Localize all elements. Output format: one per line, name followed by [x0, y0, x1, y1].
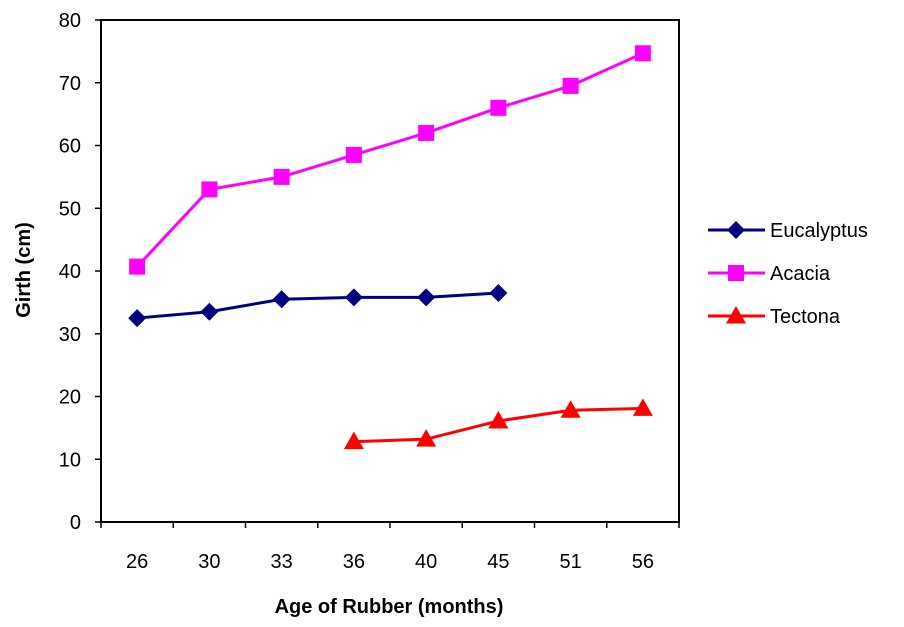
eucalyptus-point: [200, 302, 219, 321]
legend-marker: [728, 265, 744, 281]
eucalyptus-line: [136, 291, 499, 320]
eucalyptus-point: [489, 283, 508, 302]
x-tick-label: 45: [487, 551, 509, 573]
legend-marker: [727, 221, 745, 239]
y-axis-title: Girth (cm): [13, 222, 35, 318]
eucalyptus-point: [344, 288, 363, 307]
acacia-point: [345, 146, 362, 163]
y-tick-label: 40: [59, 261, 81, 283]
legend-marker: [726, 306, 746, 324]
y-tick-label: 60: [59, 136, 81, 158]
tectona-point: [632, 398, 653, 416]
plot-area: [128, 45, 653, 450]
eucalyptus-point: [272, 290, 291, 309]
plot-frame: [100, 19, 680, 523]
x-tick-label: 30: [198, 551, 220, 573]
x-axis-title: Age of Rubber (months): [275, 596, 504, 618]
eucalyptus-point: [417, 288, 436, 307]
x-tick-label: 26: [126, 551, 148, 573]
y-tick-label: 10: [59, 449, 81, 471]
tectona-point: [560, 400, 581, 418]
legend: Eucalyptus Acacia Tectona: [708, 220, 868, 328]
y-tick-label: 50: [59, 198, 81, 220]
acacia-point: [562, 77, 579, 94]
legend-label: Tectona: [770, 306, 841, 328]
x-tick-label: 51: [560, 551, 582, 573]
acacia-point: [201, 181, 218, 198]
x-tick-label: 33: [271, 551, 293, 573]
y-tick-label: 20: [59, 387, 81, 409]
acacia-point: [129, 258, 146, 275]
legend-item-acacia: Acacia: [708, 263, 831, 285]
x-tick-label: 36: [343, 551, 365, 573]
legend-item-tectona: Tectona: [708, 306, 841, 328]
tectona-point: [488, 410, 509, 429]
acacia-line: [136, 51, 644, 268]
acacia-point: [273, 168, 290, 185]
x-tick-label: 56: [632, 551, 654, 573]
legend-label: Acacia: [770, 263, 831, 285]
series-eucalyptus: [128, 283, 508, 328]
y-tick-label: 0: [70, 512, 81, 534]
tectona-point: [416, 429, 437, 447]
y-tick-label: 80: [59, 10, 81, 32]
acacia-point: [418, 124, 435, 141]
axes: 0 10 20 30 40 50 60 70 80 26 30 33 36 40 45 51 56: [59, 10, 680, 573]
legend-item-eucalyptus: Eucalyptus: [708, 220, 868, 242]
y-tick-label: 30: [59, 324, 81, 346]
x-tick-label: 40: [415, 551, 437, 573]
acacia-point: [634, 45, 651, 62]
y-tick-label: 70: [59, 73, 81, 95]
eucalyptus-point: [128, 309, 147, 328]
legend-label: Eucalyptus: [770, 220, 868, 242]
tectona-point: [343, 431, 364, 450]
series-tectona: [343, 398, 653, 450]
acacia-point: [490, 99, 507, 116]
series-acacia: [129, 45, 651, 275]
